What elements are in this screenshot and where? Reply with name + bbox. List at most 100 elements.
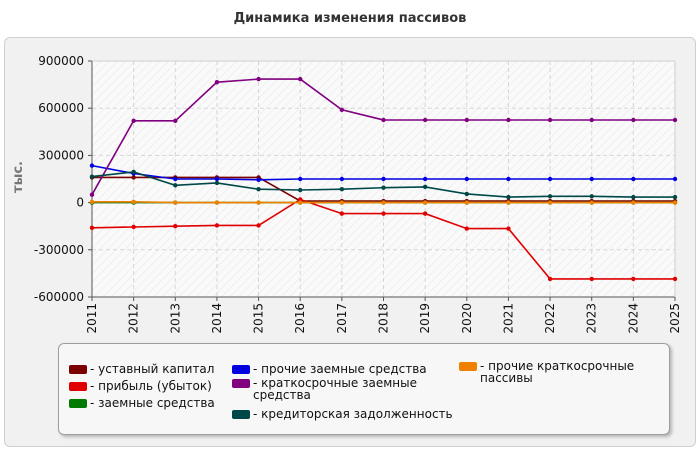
x-tick-label: 2016 <box>293 303 307 334</box>
legend-label: - прочие краткосрочные пассивы <box>480 359 635 385</box>
data-point <box>256 177 261 182</box>
legend-swatch <box>69 399 87 408</box>
chart-title: Динамика изменения пассивов <box>233 11 467 26</box>
data-point <box>339 107 345 112</box>
chart-legend: - уставный капитал - прибыль (убыток) - … <box>58 343 670 435</box>
data-point <box>589 276 594 282</box>
legend-item-zaemnye-sredstva: - заемные средства <box>69 397 215 409</box>
data-point <box>381 211 386 216</box>
data-point <box>506 176 511 182</box>
y-tick-label: 0 <box>76 196 84 210</box>
x-tick-label: 2018 <box>377 303 391 334</box>
x-tick-label: 2011 <box>85 303 99 334</box>
x-tick-label: 2023 <box>585 303 599 334</box>
data-point <box>298 187 303 193</box>
data-point <box>631 176 636 182</box>
data-point <box>298 76 303 82</box>
data-point <box>173 118 178 123</box>
x-tick-label: 2012 <box>127 303 141 334</box>
data-point <box>298 200 303 205</box>
legend-swatch <box>232 410 250 419</box>
data-point <box>339 211 345 216</box>
data-point <box>422 117 428 123</box>
legend-label: - кредиторская задолженность <box>253 407 453 421</box>
data-point <box>256 223 261 228</box>
x-tick-label: 2013 <box>168 303 182 334</box>
data-point <box>589 194 594 199</box>
legend-item-ustavny-kapital: - уставный капитал <box>69 363 214 375</box>
x-tick-label: 2022 <box>543 303 557 334</box>
data-point <box>464 191 469 197</box>
y-tick-label: -300000 <box>34 243 84 257</box>
legend-swatch <box>69 365 87 374</box>
data-point <box>214 80 220 85</box>
x-tick-label: 2017 <box>335 303 349 334</box>
x-tick-label: 2024 <box>626 303 640 334</box>
y-tick-label: -600000 <box>34 290 84 304</box>
data-point <box>173 183 178 188</box>
data-point <box>506 194 511 200</box>
data-point <box>339 200 345 205</box>
data-point <box>89 163 95 168</box>
data-point <box>506 117 511 123</box>
legend-label: - краткосрочные заемные средства <box>253 376 417 402</box>
data-point <box>464 200 469 205</box>
legend-label: - заемные средства <box>90 396 215 410</box>
data-point <box>631 200 636 205</box>
data-point <box>89 192 95 197</box>
data-point <box>506 226 511 231</box>
data-point <box>589 117 594 123</box>
data-point <box>256 187 261 192</box>
data-point <box>214 176 220 182</box>
data-point <box>589 176 594 182</box>
legend-label: - прочие заемные средства <box>253 362 427 376</box>
y-axis-title: тыс. <box>11 161 26 193</box>
data-point <box>381 117 386 123</box>
data-point <box>256 200 261 205</box>
legend-item-kratkosrochnye-zaemnye: - краткосрочные заемные средства <box>232 377 442 401</box>
data-point <box>173 176 178 182</box>
legend-item-prochie-zaemnye: - прочие заемные средства <box>232 363 427 375</box>
data-point <box>89 199 95 205</box>
data-point <box>89 225 95 230</box>
data-point <box>173 224 178 229</box>
legend-item-kreditorskaya: - кредиторская задолженность <box>232 408 453 420</box>
legend-swatch <box>232 365 250 374</box>
x-tick-label: 2021 <box>501 303 515 334</box>
legend-item-prochie-kratkosrochnye: - прочие краткосрочные пассивы <box>459 360 644 384</box>
data-point <box>381 176 386 182</box>
data-point <box>672 194 678 200</box>
data-point <box>214 200 220 205</box>
y-tick-label: 300000 <box>38 148 84 162</box>
data-point <box>422 211 428 216</box>
data-point <box>506 200 511 205</box>
legend-label: - уставный капитал <box>90 362 215 376</box>
data-point <box>589 200 594 205</box>
data-point <box>547 176 553 182</box>
data-point <box>547 194 553 199</box>
data-point <box>131 224 136 230</box>
data-point <box>131 169 136 175</box>
x-tick-label: 2015 <box>252 303 266 334</box>
x-tick-label: 2020 <box>460 303 474 334</box>
legend-swatch <box>459 362 477 371</box>
data-point <box>214 180 220 186</box>
data-point <box>547 117 553 123</box>
data-point <box>381 200 386 205</box>
data-point <box>339 176 345 182</box>
data-point <box>631 117 636 123</box>
data-point <box>464 176 469 182</box>
data-point <box>131 118 136 123</box>
data-point <box>672 176 678 182</box>
legend-label: - прибыль (убыток) <box>90 379 212 393</box>
x-tick-label: 2019 <box>418 303 432 334</box>
data-point <box>547 276 553 282</box>
data-point <box>631 194 636 200</box>
data-point <box>381 185 386 190</box>
data-point <box>131 175 136 180</box>
legend-item-pribyl: - прибыль (убыток) <box>69 380 212 392</box>
data-point <box>214 223 220 228</box>
y-tick-label: 900000 <box>38 54 84 68</box>
data-point <box>631 276 636 282</box>
data-point <box>672 117 678 123</box>
